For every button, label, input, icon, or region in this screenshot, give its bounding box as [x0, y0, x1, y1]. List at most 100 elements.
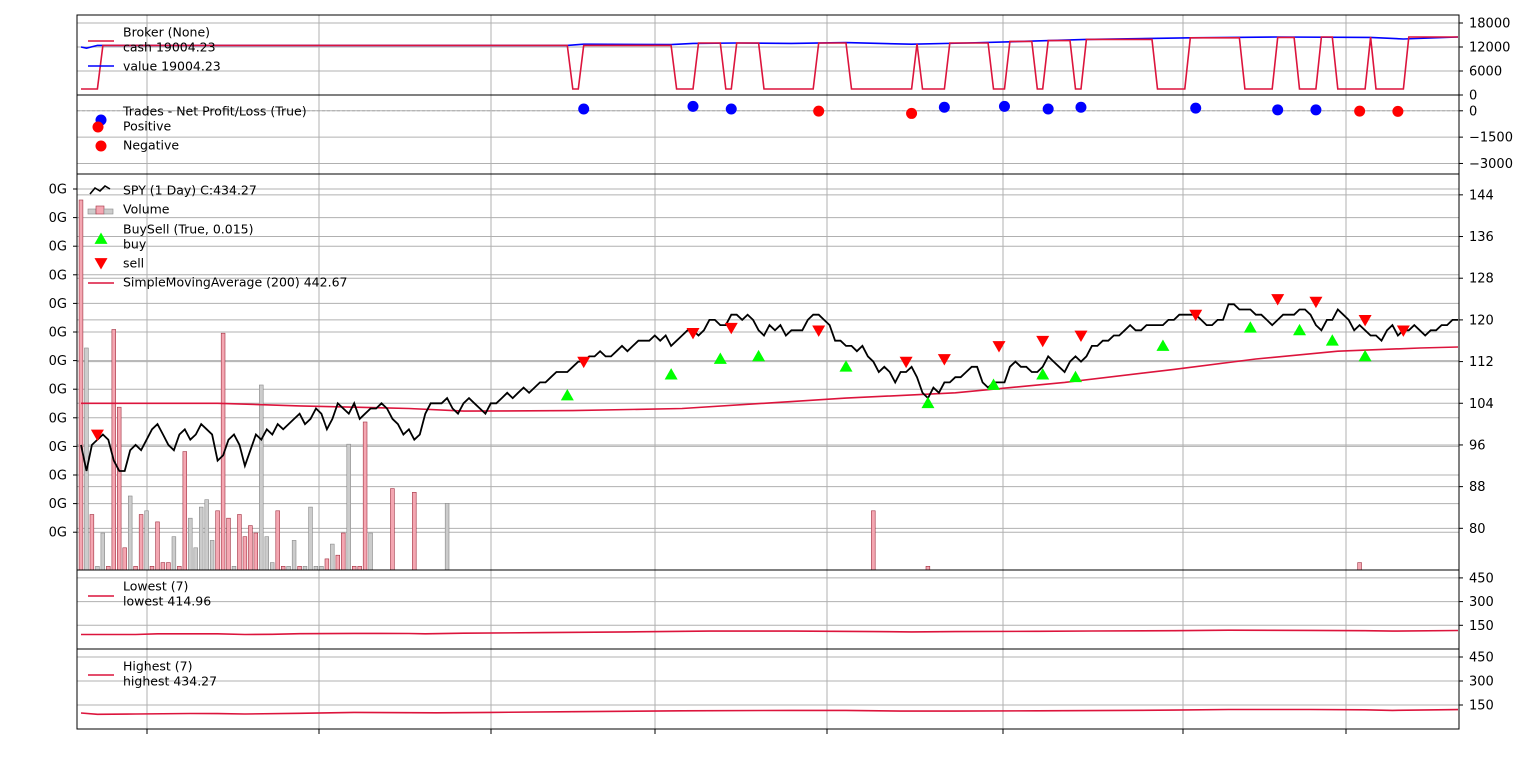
volume-bar-17 — [171, 536, 177, 571]
volume-bar-18 — [177, 565, 182, 571]
volume-bar-37 — [280, 565, 286, 571]
legend-buysell-swatch — [94, 232, 108, 244]
volume-bar-54 — [390, 488, 395, 571]
volume-bar-39 — [291, 540, 297, 571]
legend-highest-value: highest 434.27 — [123, 674, 217, 689]
panel-price-ytick-label-8: 80 — [1469, 522, 1486, 537]
legend-sell-label: sell — [123, 256, 144, 271]
sell-marker-13 — [1358, 315, 1372, 327]
panel-trades-ytick-label-0: 0 — [1469, 104, 1477, 119]
panel-price-ytick-label-0: 144 — [1469, 188, 1494, 203]
panel-highest-ytick-label-1: 300 — [1469, 675, 1494, 690]
price-left-tick-label-7: 0G — [49, 383, 67, 398]
sell-marker-14 — [1396, 325, 1410, 337]
buy-marker-6 — [987, 378, 1001, 390]
panel-lowest-ytick-label-2: 150 — [1469, 619, 1494, 634]
sell-marker-6 — [937, 354, 951, 366]
volume-bar-3 — [95, 565, 100, 571]
price-left-tick-label-0: 0G — [49, 183, 67, 198]
panel-highest-ytick-label-2: 150 — [1469, 699, 1494, 714]
panel-price-ytick-label-2: 128 — [1469, 272, 1494, 287]
legend-buy-label: buy — [123, 237, 147, 252]
trade-negative-point-3 — [1392, 105, 1404, 117]
volume-bar-53 — [368, 532, 373, 571]
price-left-tick-label-8: 0G — [49, 411, 67, 426]
legend-trades-title: Trades - Net Profit/Loss (True) — [122, 104, 307, 119]
price-left-tick-label-9: 0G — [49, 440, 67, 455]
volume-bar-2 — [89, 514, 95, 571]
buy-marker-7 — [1036, 368, 1050, 380]
price-left-tick-label-4: 0G — [49, 297, 67, 312]
volume-bar-34 — [264, 536, 269, 571]
volume-bar-57 — [871, 510, 876, 571]
buy-marker-11 — [1293, 323, 1307, 336]
legend-sma-label: SimpleMovingAverage (200) 442.67 — [123, 275, 347, 290]
panel-price-ytick-label-3: 120 — [1469, 313, 1494, 328]
price-left-tick-label-12: 0G — [49, 526, 67, 541]
volume-bar-9 — [128, 495, 133, 571]
volume-bar-28 — [231, 565, 237, 571]
trade-negative-point-0 — [813, 105, 825, 117]
legend-cash-label: cash 19004.23 — [123, 40, 216, 55]
trade-negative-point-2 — [1354, 105, 1366, 117]
spy-close-line — [80, 303, 1458, 472]
sell-marker-8 — [1036, 335, 1050, 348]
panel-lowest-ytick-label-1: 300 — [1469, 595, 1494, 610]
volume-bar-31 — [248, 525, 253, 571]
volume-bar-8 — [122, 547, 127, 571]
volume-bar-49 — [346, 443, 351, 571]
price-left-tick-label-11: 0G — [49, 497, 67, 512]
buy-marker-2 — [713, 352, 727, 364]
volume-bar-27 — [226, 517, 231, 571]
sell-marker-2 — [686, 328, 700, 340]
volume-bar-16 — [166, 562, 171, 571]
legend-broker-title: Broker (None) — [123, 25, 210, 40]
sell-marker-9 — [1074, 330, 1088, 343]
volume-bar-45 — [324, 558, 330, 571]
sell-marker-7 — [992, 341, 1006, 353]
buy-marker-4 — [839, 360, 853, 372]
buy-marker-10 — [1243, 321, 1257, 333]
volume-bar-41 — [302, 565, 308, 571]
trade-positive-point-5 — [1042, 103, 1054, 115]
panel-trades-ytick-label-1: −1500 — [1469, 131, 1513, 146]
legend-positive-swatch — [92, 121, 104, 133]
price-left-tick-label-10: 0G — [49, 469, 67, 484]
volume-bar-36 — [275, 510, 280, 571]
legend-volume-up-swatch — [87, 208, 97, 215]
volume-bar-0 — [78, 199, 84, 571]
legend-volume-down-swatch — [95, 205, 105, 215]
trade-positive-point-7 — [1190, 102, 1202, 114]
buy-marker-9 — [1156, 339, 1170, 351]
volume-bar-55 — [412, 491, 417, 571]
volume-bar-4 — [100, 532, 106, 571]
legend-volume-up-swatch-2 — [103, 208, 114, 215]
panel-lowest-ytick-label-0: 450 — [1469, 571, 1494, 586]
trade-negative-point-1 — [906, 107, 918, 119]
price-left-tick-label-6: 0G — [49, 354, 67, 369]
price-left-tick-label-3: 0G — [49, 268, 67, 283]
buy-marker-1 — [664, 368, 678, 380]
volume-bar-20 — [188, 517, 193, 571]
volume-bar-14 — [155, 521, 160, 571]
volume-bar-50 — [351, 565, 357, 571]
legend-volume-label: Volume — [123, 202, 170, 217]
legend-positive-label: Positive — [123, 119, 171, 134]
sell-marker-5 — [899, 356, 913, 369]
volume-bar-44 — [319, 565, 324, 571]
sell-marker-1 — [577, 356, 591, 369]
sell-marker-10 — [1189, 309, 1203, 322]
volume-bar-58 — [925, 565, 931, 571]
sell-marker-4 — [812, 325, 826, 337]
volume-bar-38 — [286, 565, 291, 571]
panel-broker-ytick-label-0: 18000 — [1469, 17, 1510, 32]
buy-marker-12 — [1325, 334, 1339, 346]
legend-lowest-title: Lowest (7) — [123, 579, 188, 594]
volume-bar-46 — [330, 543, 335, 571]
volume-bar-19 — [182, 451, 187, 571]
sell-marker-3 — [724, 322, 738, 335]
panel-price-ytick-label-5: 104 — [1469, 397, 1494, 412]
volume-bar-33 — [259, 384, 264, 571]
volume-bar-47 — [335, 554, 340, 571]
